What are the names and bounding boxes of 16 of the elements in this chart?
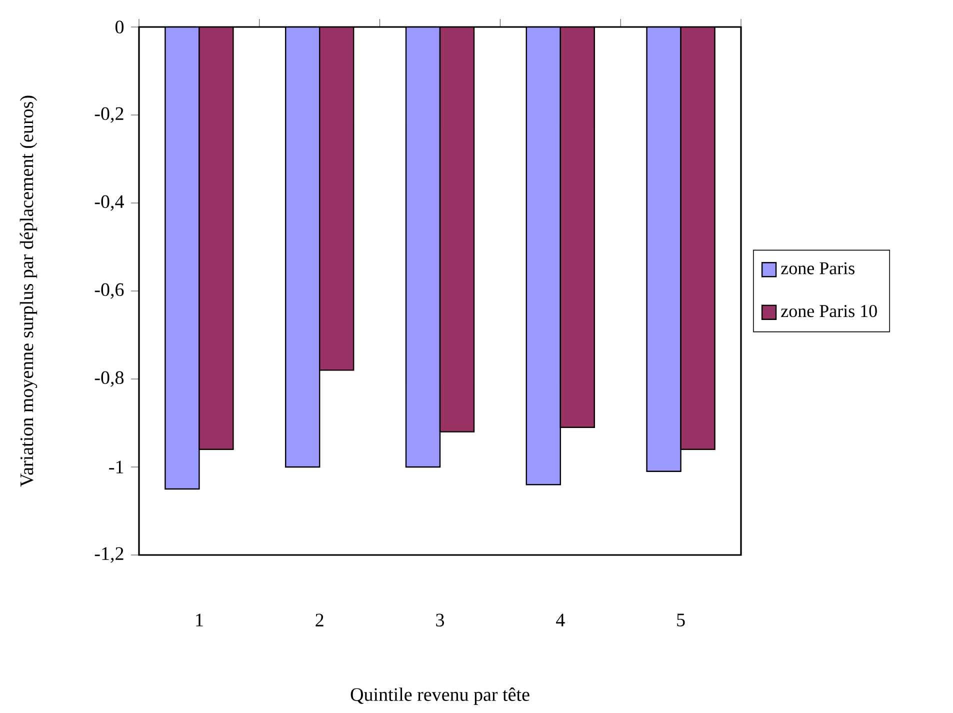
- y-tick-label: -1,2: [94, 547, 124, 563]
- y-tick-label: -0,6: [94, 283, 124, 299]
- x-tick-label: 2: [316, 614, 324, 626]
- x-tick-label: 3: [436, 614, 444, 627]
- x-tick-label: 4: [556, 614, 565, 626]
- y-axis-title: Variation moyenne surplus par déplacement (euros): [20, 96, 38, 487]
- y-tick-label: 0: [115, 20, 124, 34]
- legend-label: zone Paris: [781, 262, 854, 274]
- x-tick-label: 5: [677, 614, 685, 626]
- y-tick-label: -0,8: [94, 371, 124, 387]
- x-axis-title: Quintile revenu par tête: [350, 688, 530, 705]
- y-tick-label: -1: [109, 460, 124, 474]
- y-tick-label: -0,4: [94, 195, 124, 211]
- legend-label: zone Paris 10: [781, 304, 877, 318]
- y-tick-label: -0,2: [94, 107, 124, 123]
- x-tick-label: 1: [196, 614, 203, 626]
